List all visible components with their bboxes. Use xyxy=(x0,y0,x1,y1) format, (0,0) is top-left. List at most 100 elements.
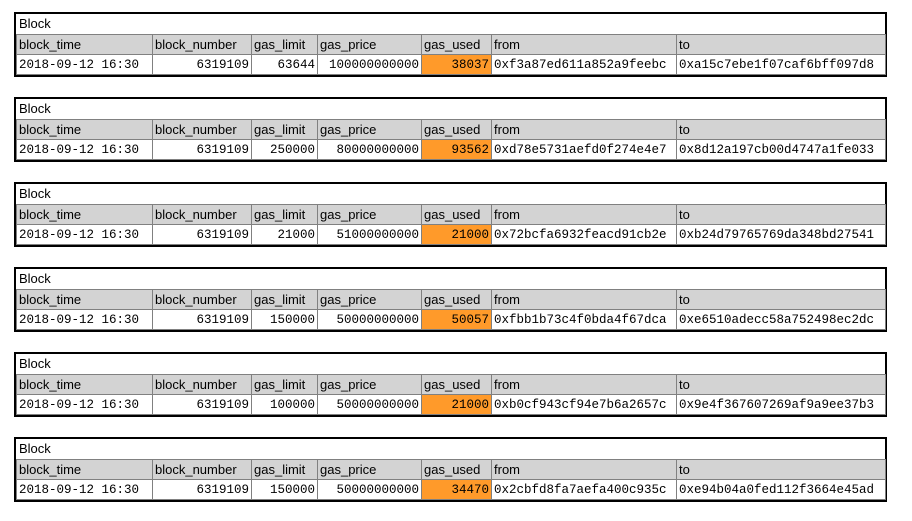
block-panel: Block block_time block_number gas_limit … xyxy=(14,437,887,502)
header-row: block_time block_number gas_limit gas_pr… xyxy=(16,119,886,140)
table-row: 2018-09-12 16:30 6319109 150000 50000000… xyxy=(16,479,886,500)
column-header-block-time: block_time xyxy=(16,204,153,225)
block-title: Block xyxy=(19,271,51,286)
column-header-gas-used: gas_used xyxy=(421,204,492,225)
cell-block-time: 2018-09-12 16:30 xyxy=(16,224,153,245)
column-header-gas-price: gas_price xyxy=(317,204,422,225)
block-table: block_time block_number gas_limit gas_pr… xyxy=(16,204,886,245)
header-row: block_time block_number gas_limit gas_pr… xyxy=(16,34,886,55)
column-header-to: to xyxy=(676,119,886,140)
cell-gas-used: 21000 xyxy=(421,224,492,245)
column-header-block-number: block_number xyxy=(152,289,252,310)
block-table: block_time block_number gas_limit gas_pr… xyxy=(16,119,886,160)
cell-block-time: 2018-09-12 16:30 xyxy=(16,479,153,500)
column-header-to: to xyxy=(676,374,886,395)
cell-gas-limit: 150000 xyxy=(251,479,318,500)
column-header-gas-price: gas_price xyxy=(317,459,422,480)
cell-block-number: 6319109 xyxy=(152,54,252,75)
column-header-gas-limit: gas_limit xyxy=(251,34,318,55)
cell-to-address: 0xa15c7ebe1f07caf6bff097d8 xyxy=(676,54,886,75)
header-row: block_time block_number gas_limit gas_pr… xyxy=(16,204,886,225)
cell-gas-price: 51000000000 xyxy=(317,224,422,245)
block-title: Block xyxy=(19,16,51,31)
column-header-block-number: block_number xyxy=(152,374,252,395)
cell-gas-price: 80000000000 xyxy=(317,139,422,160)
block-table: block_time block_number gas_limit gas_pr… xyxy=(16,374,886,415)
column-header-to: to xyxy=(676,34,886,55)
cell-gas-limit: 150000 xyxy=(251,309,318,330)
cell-block-time: 2018-09-12 16:30 xyxy=(16,139,153,160)
column-header-gas-limit: gas_limit xyxy=(251,459,318,480)
cell-from-address: 0xb0cf943cf94e7b6a2657c xyxy=(491,394,677,415)
cell-from-address: 0x72bcfa6932feacd91cb2e xyxy=(491,224,677,245)
column-header-gas-price: gas_price xyxy=(317,374,422,395)
cell-gas-limit: 100000 xyxy=(251,394,318,415)
block-table: block_time block_number gas_limit gas_pr… xyxy=(16,34,886,75)
table-row: 2018-09-12 16:30 6319109 63644 100000000… xyxy=(16,54,886,75)
cell-from-address: 0xd78e5731aefd0f274e4e7 xyxy=(491,139,677,160)
column-header-to: to xyxy=(676,204,886,225)
cell-gas-used: 93562 xyxy=(421,139,492,160)
cell-gas-used: 34470 xyxy=(421,479,492,500)
block-panel: Block block_time block_number gas_limit … xyxy=(14,182,887,247)
cell-block-number: 6319109 xyxy=(152,139,252,160)
column-header-from: from xyxy=(491,459,677,480)
column-header-from: from xyxy=(491,374,677,395)
cell-gas-limit: 63644 xyxy=(251,54,318,75)
cell-block-number: 6319109 xyxy=(152,224,252,245)
column-header-block-time: block_time xyxy=(16,289,153,310)
column-header-gas-used: gas_used xyxy=(421,289,492,310)
header-row: block_time block_number gas_limit gas_pr… xyxy=(16,374,886,395)
cell-to-address: 0xe6510adecc58a752498ec2dc xyxy=(676,309,886,330)
column-header-block-time: block_time xyxy=(16,34,153,55)
block-panel: Block block_time block_number gas_limit … xyxy=(14,352,887,417)
header-row: block_time block_number gas_limit gas_pr… xyxy=(16,459,886,480)
column-header-block-time: block_time xyxy=(16,374,153,395)
cell-from-address: 0xfbb1b73c4f0bda4f67dca xyxy=(491,309,677,330)
column-header-block-time: block_time xyxy=(16,119,153,140)
block-title: Block xyxy=(19,441,51,456)
column-header-gas-price: gas_price xyxy=(317,34,422,55)
cell-gas-price: 50000000000 xyxy=(317,479,422,500)
table-row: 2018-09-12 16:30 6319109 21000 510000000… xyxy=(16,224,886,245)
table-row: 2018-09-12 16:30 6319109 150000 50000000… xyxy=(16,309,886,330)
cell-gas-price: 100000000000 xyxy=(317,54,422,75)
block-title: Block xyxy=(19,101,51,116)
cell-to-address: 0xe94b04a0fed112f3664e45ad xyxy=(676,479,886,500)
column-header-block-number: block_number xyxy=(152,459,252,480)
column-header-block-number: block_number xyxy=(152,204,252,225)
column-header-gas-limit: gas_limit xyxy=(251,204,318,225)
column-header-from: from xyxy=(491,119,677,140)
cell-block-time: 2018-09-12 16:30 xyxy=(16,54,153,75)
column-header-gas-used: gas_used xyxy=(421,34,492,55)
header-row: block_time block_number gas_limit gas_pr… xyxy=(16,289,886,310)
cell-block-number: 6319109 xyxy=(152,394,252,415)
column-header-gas-used: gas_used xyxy=(421,374,492,395)
block-table: block_time block_number gas_limit gas_pr… xyxy=(16,459,886,500)
cell-gas-used: 38037 xyxy=(421,54,492,75)
column-header-gas-used: gas_used xyxy=(421,119,492,140)
block-title: Block xyxy=(19,356,51,371)
cell-gas-used: 50057 xyxy=(421,309,492,330)
column-header-from: from xyxy=(491,204,677,225)
column-header-to: to xyxy=(676,459,886,480)
cell-block-number: 6319109 xyxy=(152,479,252,500)
table-row: 2018-09-12 16:30 6319109 100000 50000000… xyxy=(16,394,886,415)
cell-from-address: 0xf3a87ed611a852a9feebc xyxy=(491,54,677,75)
cell-gas-price: 50000000000 xyxy=(317,394,422,415)
block-panel: Block block_time block_number gas_limit … xyxy=(14,12,887,77)
cell-block-number: 6319109 xyxy=(152,309,252,330)
column-header-to: to xyxy=(676,289,886,310)
column-header-gas-limit: gas_limit xyxy=(251,289,318,310)
column-header-gas-limit: gas_limit xyxy=(251,374,318,395)
column-header-gas-price: gas_price xyxy=(317,289,422,310)
column-header-from: from xyxy=(491,34,677,55)
column-header-gas-used: gas_used xyxy=(421,459,492,480)
cell-gas-limit: 21000 xyxy=(251,224,318,245)
cell-gas-limit: 250000 xyxy=(251,139,318,160)
cell-to-address: 0x8d12a197cb00d4747a1fe033 xyxy=(676,139,886,160)
block-panel: Block block_time block_number gas_limit … xyxy=(14,267,887,332)
cell-to-address: 0x9e4f367607269af9a9ee37b3 xyxy=(676,394,886,415)
block-panel: Block block_time block_number gas_limit … xyxy=(14,97,887,162)
block-title: Block xyxy=(19,186,51,201)
